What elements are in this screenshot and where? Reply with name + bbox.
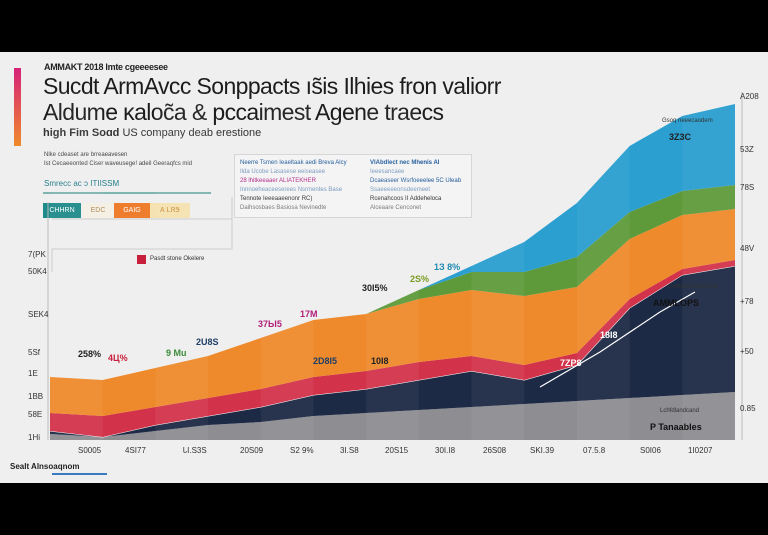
x-tick-label: S0005 [78, 446, 102, 455]
area-series-3 [50, 209, 735, 416]
panel-c2-1: Ieeesancaee [370, 169, 405, 175]
x-tick-label: 4SI77 [125, 446, 146, 455]
chip-1: CHHRN [43, 203, 81, 218]
band-shade [260, 92, 314, 440]
x-tick-label: S2 9% [290, 446, 314, 455]
chart-note: Compwnesterdane [668, 284, 719, 290]
band-shade [682, 92, 735, 440]
trend-line [539, 291, 696, 388]
y-tick-left: 50K4 [28, 267, 47, 276]
stacked-area-chart [47, 92, 743, 440]
x-tick-label: 26S08 [483, 446, 507, 455]
x-tick-label: ᏓI.S3S [183, 446, 207, 455]
panel-c1-1: Ilda Ucobe Lasasese eeiseasee [240, 169, 326, 175]
accent-bar [14, 68, 21, 146]
y-tick-right: +50 [740, 347, 754, 356]
y-tick-left: 58E [28, 410, 43, 419]
chip-4: Ꭺ ᏞᏒᏕ [150, 203, 190, 218]
x-tick-label: 30I.I8 [435, 446, 456, 455]
panel-c1-0: Neerre Tsmen Ieaeltaak aedi Breva Alcy [240, 160, 347, 166]
panel-c1-3: Innnoeheaceeserees Nsrmentes Base [240, 187, 343, 193]
band-shade [576, 92, 630, 440]
subtitle-bold: high Fim Soɑd [43, 127, 120, 139]
y-tick-left: 1BB [28, 392, 44, 401]
panel-c1-2: 28 lhitkeeaaer ALIATEKHER [240, 178, 316, 184]
chip-3: GAIG [114, 203, 150, 218]
band-shade [366, 92, 419, 440]
subtitle: high Fim Soɑd US company deab erestione [43, 127, 261, 140]
data-label: 1З 8% [434, 262, 461, 272]
y-tick-left: 1Hi [28, 433, 41, 442]
data-label: 10I8 [371, 356, 389, 366]
y-tick-right: +78 [740, 297, 754, 306]
panel-c2-5: Alceaare Cenconet [370, 205, 422, 211]
data-label: 4Ц% [108, 353, 128, 363]
data-label: 30I5% [362, 283, 388, 293]
x-tick-label: 20S15 [385, 446, 409, 455]
data-label: 2U8S [196, 337, 219, 347]
data-label: 2D8I5 [313, 356, 338, 366]
info-line-2: Ist Cecaeeonted Ciser waveusege! adeil G… [44, 161, 193, 167]
y-tick-right: 78S [740, 183, 755, 192]
x-tick-label: 1I0207 [688, 446, 713, 455]
data-label: 3Z3C [669, 132, 692, 142]
data-label: 9 Mu [166, 348, 187, 358]
callout-frame [51, 197, 233, 272]
x-tick-label: SKI.39 [530, 446, 555, 455]
band-shade [471, 92, 525, 440]
data-label: 2S% [410, 274, 430, 284]
band-shade [50, 92, 103, 440]
panel-c2-3: Ssaeeeeeonsdeemeet [370, 187, 431, 193]
y-tick-right: 0.85 [740, 404, 756, 413]
footer-source: Sealt Alnsoaqnom [10, 462, 80, 471]
y-tick-right: A208 [740, 92, 759, 101]
y-tick-right: 48V [740, 244, 755, 253]
title-line-2: Aldume ᴋaloc̃a & pccaimest Agene traecs [43, 99, 444, 125]
y-tick-left: 1E [28, 369, 38, 378]
area-series-5 [50, 104, 735, 380]
legend-text: Smrecc ac ↄ ITIISSM [44, 179, 120, 188]
legend-rule [43, 192, 211, 194]
data-label: P Tanaables [650, 422, 702, 432]
footer-rule [52, 473, 107, 475]
data-label: 17M [300, 309, 318, 319]
panel-c1-4: Tennote Ieeeaaeenonr RC) [240, 196, 313, 202]
y-tick-left: 7(PK [28, 250, 46, 259]
y-tick-left: SEK4 [28, 310, 49, 319]
panel-c1-5: Daihsosbaes Basiosa Nevinedte [240, 205, 327, 211]
area-series-2 [50, 260, 735, 437]
x-tick-label: 07.5.8 [583, 446, 606, 455]
chart-note: Pasdt stone Okelere [150, 256, 205, 262]
info-panel: Neerre Tsmen Ieaeltaak aedi Breva Alcy I… [234, 154, 472, 218]
title-line-1: Sucdt ArmAvcc Sonppacts ıs̃is Ilhies fro… [43, 73, 501, 99]
chart-note: Gsoq neeecaodem [662, 118, 713, 124]
data-label: 18I8 [600, 330, 618, 340]
panel-c2-0: VlAbdlect nec Mhenis Al [370, 160, 440, 166]
area-series-4 [50, 185, 735, 380]
band-shade [155, 92, 209, 440]
panel-c2-2: Dcaeaseer Wsrfoeeelee 5C Uleab [370, 178, 462, 184]
data-label: 7ZP8 [560, 358, 582, 368]
data-label: 37Ы5 [258, 319, 282, 329]
y-tick-left: 5Sf [28, 348, 41, 357]
data-label: 258% [78, 349, 102, 359]
panel-c2-4: Rcenahcoos II Addeheloca [370, 196, 442, 202]
x-tick-label: S0I06 [640, 446, 661, 455]
x-tick-label: 3I.S8 [340, 446, 359, 455]
infographic: AMMAKT 2018 lmte cgeeeesee Sucdt ArmAvcc… [0, 52, 768, 483]
kicker: AMMAKT 2018 lmte cgeeeesee [44, 62, 168, 72]
subtitle-rest: US company deab erestione [122, 127, 262, 139]
callout-swatch [137, 255, 146, 264]
data-label: AMMLOPS [653, 298, 699, 308]
area-series-1 [50, 266, 735, 437]
x-tick-label: 20S09 [240, 446, 264, 455]
chip-2: EDC [83, 203, 113, 218]
info-line-1: Nlke cdeaset are brreaeavesen [44, 152, 128, 158]
chart-note: Lchfdlandcand [660, 408, 700, 414]
y-tick-right: 53Z [740, 145, 754, 154]
area-series-0 [50, 392, 735, 440]
